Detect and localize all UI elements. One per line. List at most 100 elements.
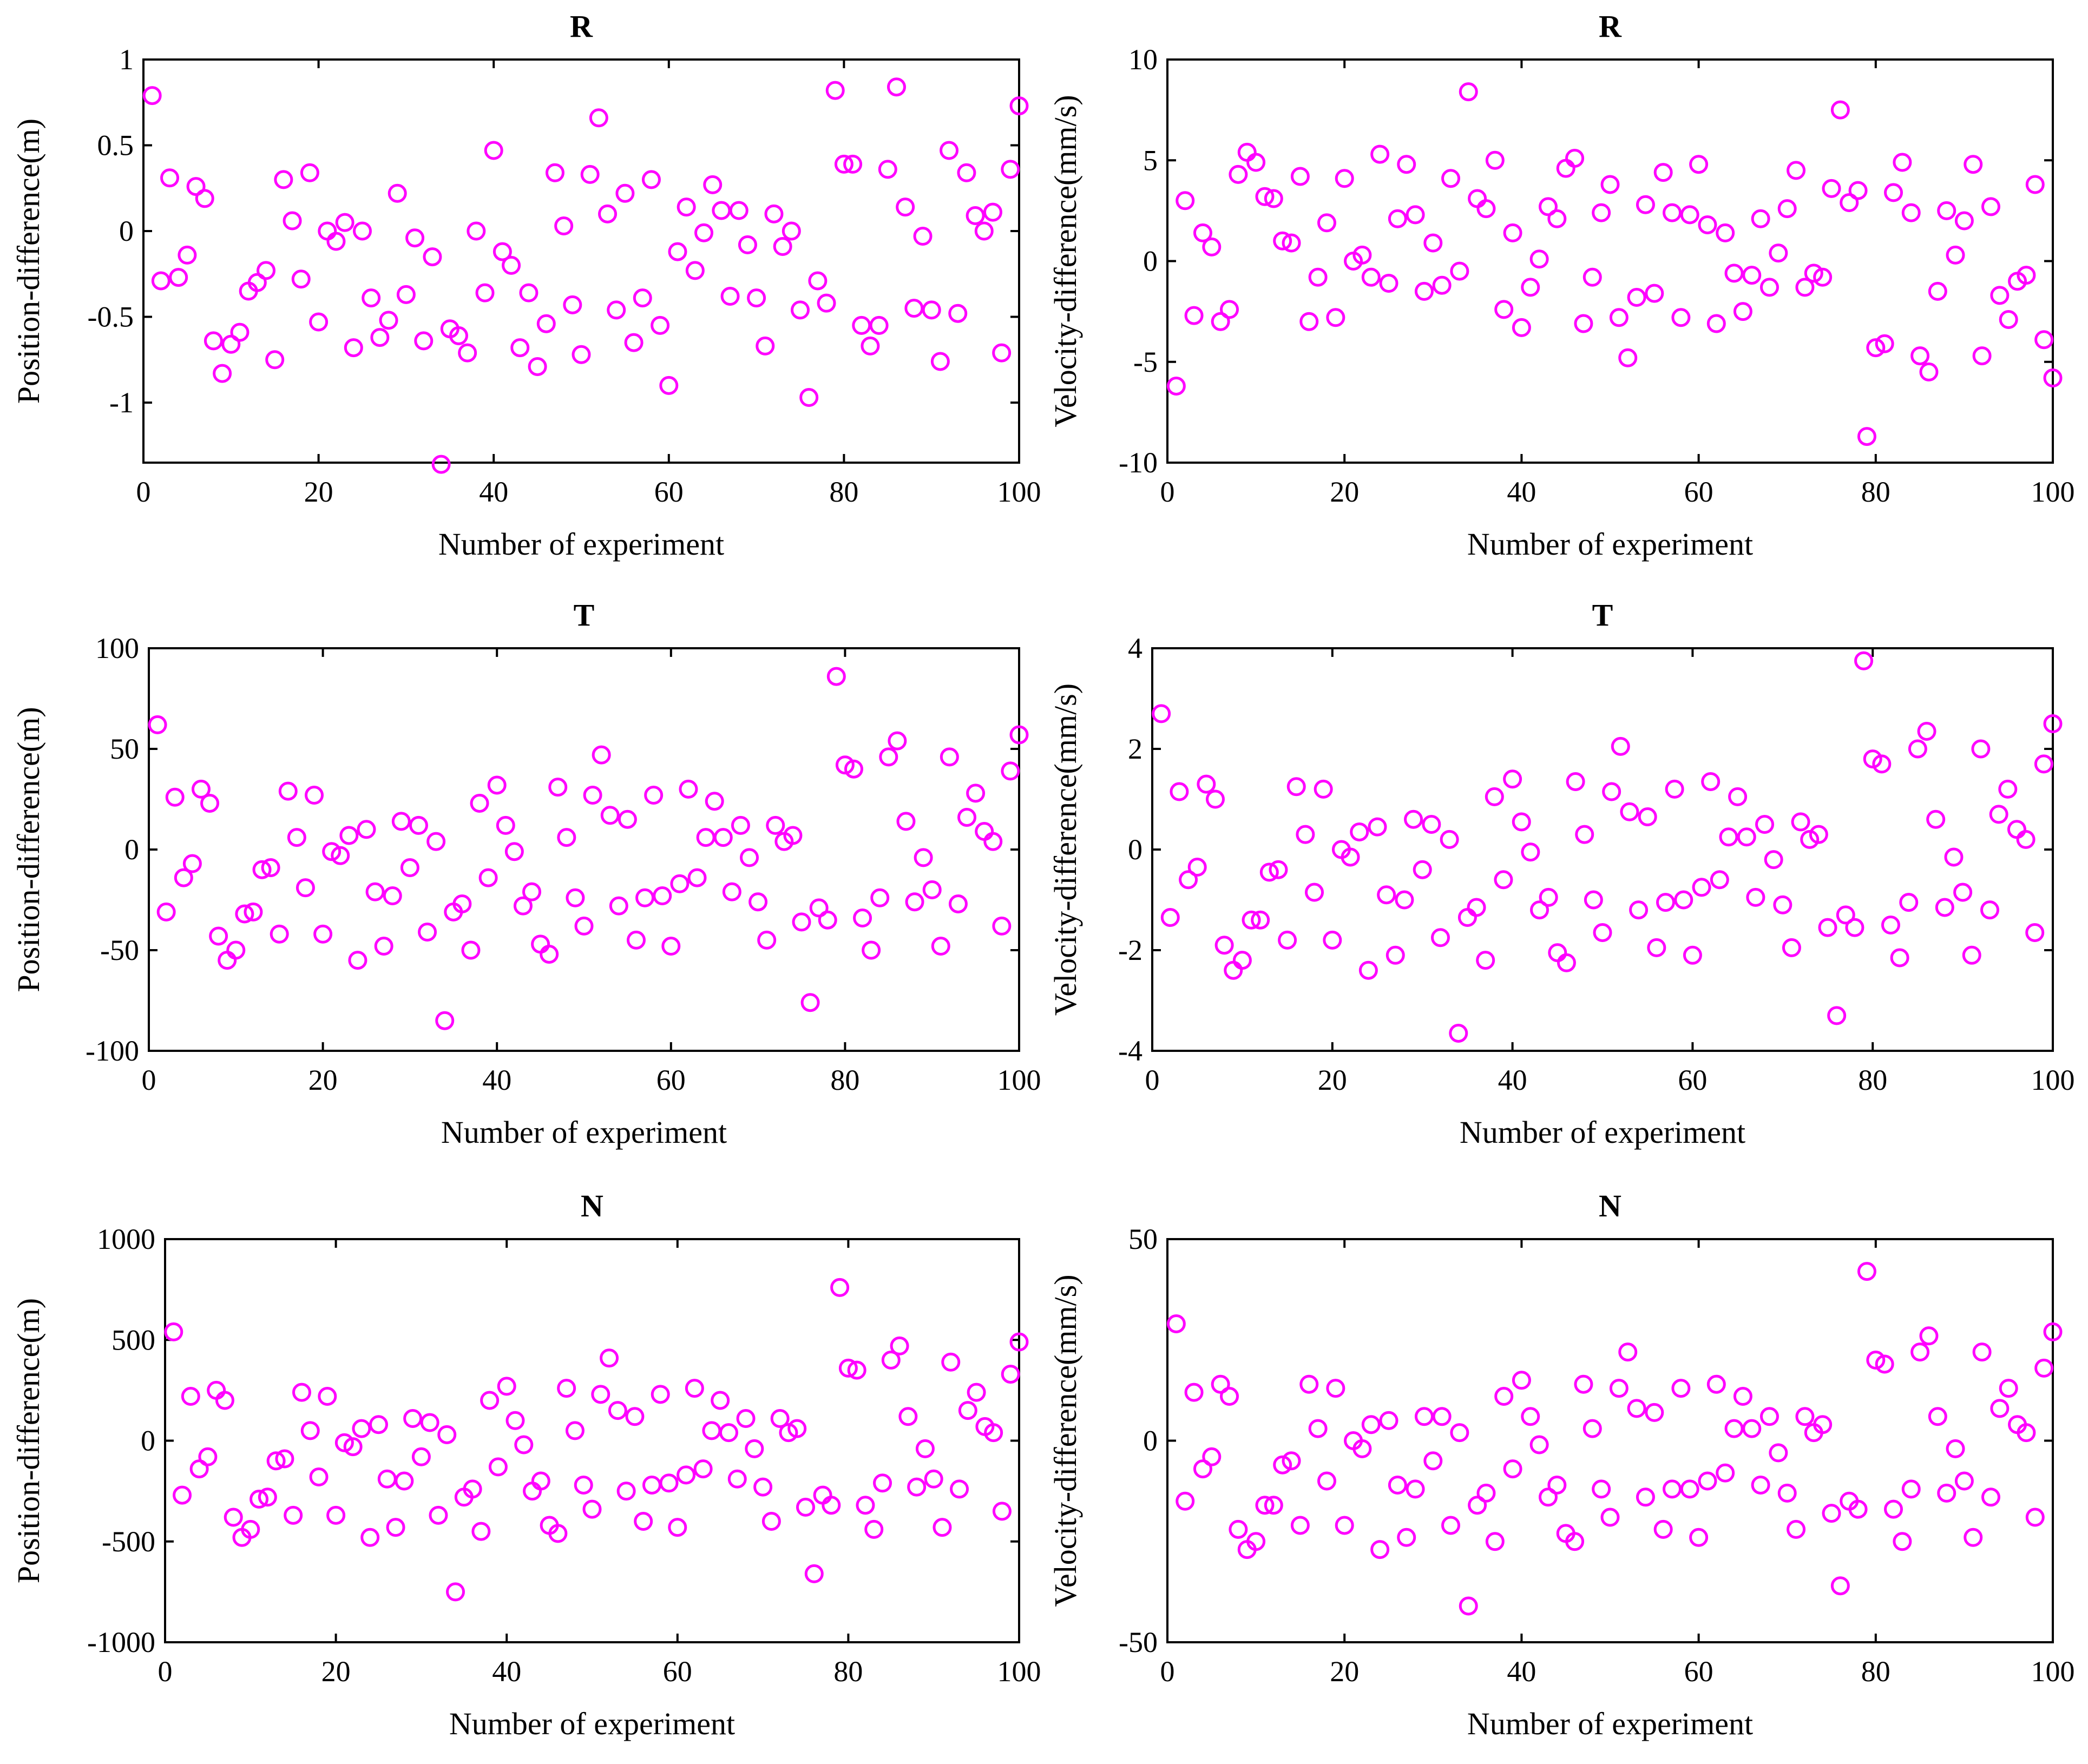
y-tick-label: 0 xyxy=(141,1425,155,1457)
data-point xyxy=(470,793,489,813)
data-point xyxy=(339,826,359,845)
data-point xyxy=(1352,1439,1372,1458)
plot-frame xyxy=(1151,647,2054,1052)
y-tick-label: 1000 xyxy=(97,1223,155,1255)
data-point xyxy=(230,322,249,342)
data-point xyxy=(1388,1475,1407,1495)
data-point xyxy=(1787,161,1806,180)
data-point xyxy=(764,204,784,223)
data-point xyxy=(1917,721,1936,741)
data-point xyxy=(870,888,890,907)
data-point xyxy=(1953,883,1973,902)
data-point xyxy=(235,904,254,924)
data-point xyxy=(1259,863,1279,882)
data-point xyxy=(557,828,576,847)
data-point xyxy=(165,787,185,807)
y-axis-label: Velocity-difference(mm/s) xyxy=(1048,95,1083,427)
x-tick-label: 0 xyxy=(1160,476,1175,508)
data-point xyxy=(1269,860,1288,879)
data-point xyxy=(300,163,319,182)
data-point xyxy=(1476,199,1496,219)
data-point xyxy=(1476,1483,1496,1503)
x-tick-label: 40 xyxy=(479,476,508,508)
data-point xyxy=(948,304,968,323)
data-point xyxy=(625,1407,645,1426)
data-point xyxy=(352,1419,371,1438)
data-point xyxy=(800,993,820,1012)
data-point xyxy=(1193,1459,1212,1479)
data-point xyxy=(992,1502,1012,1521)
data-point xyxy=(1840,193,1859,212)
data-point xyxy=(1566,772,1585,791)
data-point xyxy=(431,455,451,474)
data-point xyxy=(1423,1451,1443,1471)
data-point xyxy=(1539,887,1558,907)
data-point xyxy=(1971,739,1991,759)
data-point xyxy=(557,1379,576,1398)
data-point xyxy=(502,255,521,275)
data-point xyxy=(1728,787,1748,806)
x-tick-label: 20 xyxy=(321,1655,351,1688)
data-point xyxy=(983,202,1002,222)
data-point xyxy=(318,221,337,241)
data-point xyxy=(591,1385,610,1404)
data-point xyxy=(1296,825,1315,844)
data-point xyxy=(670,874,690,893)
data-point xyxy=(370,328,390,347)
data-point xyxy=(377,1469,397,1489)
data-point xyxy=(514,1435,534,1454)
data-point xyxy=(685,1379,704,1398)
data-point xyxy=(702,1421,721,1440)
y-tick-label: 0 xyxy=(1128,833,1143,866)
y-tick-label: 2 xyxy=(1128,733,1143,765)
data-point xyxy=(510,338,530,358)
y-tick-label: 0 xyxy=(1143,1425,1158,1457)
data-point xyxy=(813,1485,832,1505)
data-point xyxy=(1001,160,1020,179)
data-point xyxy=(1733,1387,1752,1406)
data-point xyxy=(1884,183,1903,202)
data-point xyxy=(178,245,197,265)
data-point xyxy=(1251,910,1270,930)
data-point xyxy=(1946,1439,1965,1458)
data-point xyxy=(545,163,564,182)
data-point xyxy=(1179,870,1198,890)
data-point xyxy=(1602,782,1621,801)
data-point xyxy=(480,1391,500,1410)
data-point xyxy=(1229,1519,1248,1539)
data-point xyxy=(1866,1351,1886,1370)
data-point xyxy=(1600,1508,1620,1527)
data-point xyxy=(1406,205,1425,225)
data-point xyxy=(616,1482,636,1501)
data-point xyxy=(634,1512,653,1531)
data-point xyxy=(864,1519,884,1539)
data-point xyxy=(685,261,705,280)
y-tick-label: 4 xyxy=(1128,632,1143,664)
data-point xyxy=(1954,211,1974,231)
data-point xyxy=(615,183,635,203)
data-point xyxy=(729,201,748,220)
data-point xyxy=(1618,1342,1638,1362)
y-tick-label: 0 xyxy=(1143,245,1158,278)
data-point xyxy=(1202,237,1222,256)
data-point xyxy=(822,1496,841,1515)
plot-frame xyxy=(142,58,1020,464)
data-point xyxy=(1910,346,1930,366)
data-point xyxy=(687,868,707,887)
data-point xyxy=(1592,1479,1611,1499)
data-point xyxy=(905,892,924,912)
x-tick-label: 0 xyxy=(136,476,151,508)
data-point xyxy=(414,331,434,351)
data-point xyxy=(1001,1365,1020,1384)
data-point xyxy=(745,1439,764,1458)
data-point xyxy=(1187,858,1207,877)
data-point xyxy=(787,1419,807,1438)
data-point xyxy=(933,1518,952,1537)
chart-panel-2: R 0 20 40 60 80 100 -10 -5 0 5 10 Number of experime… xyxy=(1048,9,2075,562)
y-tick-label: 50 xyxy=(1128,1223,1158,1255)
y-axis-label: Position-difference(m) xyxy=(11,1298,46,1583)
data-point xyxy=(365,882,385,901)
data-point xyxy=(1653,1519,1673,1539)
data-point xyxy=(156,902,176,922)
data-point xyxy=(309,1467,329,1487)
